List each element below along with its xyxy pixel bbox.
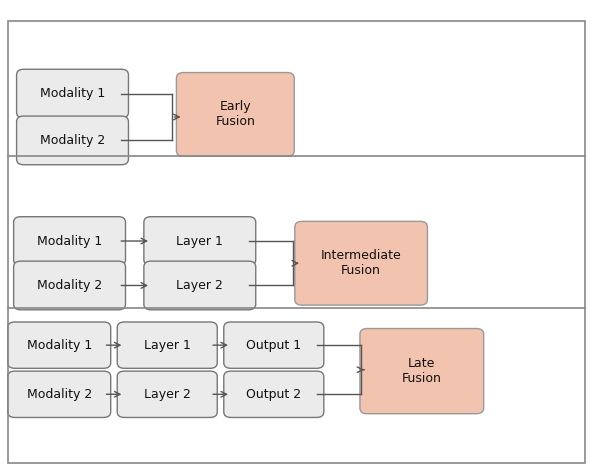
Text: Layer 2: Layer 2 — [176, 279, 223, 292]
FancyBboxPatch shape — [176, 73, 294, 156]
FancyBboxPatch shape — [117, 371, 217, 417]
FancyBboxPatch shape — [360, 329, 484, 414]
FancyBboxPatch shape — [14, 261, 126, 310]
Text: Modality 2: Modality 2 — [27, 388, 92, 401]
FancyBboxPatch shape — [17, 116, 128, 165]
Text: Modality 1: Modality 1 — [40, 87, 105, 100]
Text: Layer 2: Layer 2 — [144, 388, 191, 401]
Text: Intermediate
Fusion: Intermediate Fusion — [321, 249, 401, 277]
FancyBboxPatch shape — [14, 217, 126, 265]
FancyBboxPatch shape — [295, 221, 427, 305]
Text: Output 1: Output 1 — [246, 339, 301, 351]
FancyBboxPatch shape — [17, 69, 128, 118]
FancyBboxPatch shape — [8, 371, 111, 417]
Text: Modality 2: Modality 2 — [37, 279, 102, 292]
FancyBboxPatch shape — [224, 371, 324, 417]
Text: Output 2: Output 2 — [246, 388, 301, 401]
Text: Late
Fusion: Late Fusion — [402, 357, 442, 385]
Text: Early
Fusion: Early Fusion — [215, 101, 255, 128]
Text: Modality 1: Modality 1 — [37, 234, 102, 248]
Text: Modality 2: Modality 2 — [40, 134, 105, 147]
FancyBboxPatch shape — [117, 322, 217, 368]
Text: Layer 1: Layer 1 — [144, 339, 191, 351]
Text: Layer 1: Layer 1 — [176, 234, 223, 248]
FancyBboxPatch shape — [144, 261, 256, 310]
Text: Modality 1: Modality 1 — [27, 339, 92, 351]
FancyBboxPatch shape — [8, 322, 111, 368]
FancyBboxPatch shape — [224, 322, 324, 368]
FancyBboxPatch shape — [144, 217, 256, 265]
